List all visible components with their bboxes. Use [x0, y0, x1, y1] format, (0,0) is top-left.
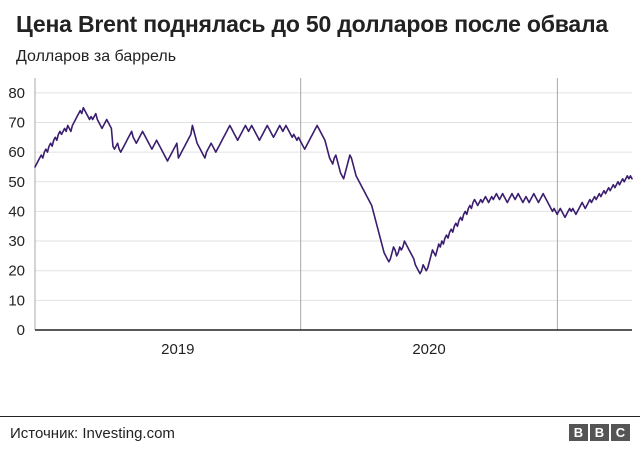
svg-text:60: 60 [8, 144, 25, 161]
bbc-logo: B B C [569, 424, 630, 441]
bbc-logo-letter-b1: B [569, 424, 588, 441]
gridlines-group: 0 10 20 30 40 50 60 70 80 [8, 85, 632, 339]
bbc-logo-letter-c: C [611, 424, 630, 441]
svg-text:2020: 2020 [412, 341, 445, 358]
chart-subtitle: Долларов за баррель [16, 48, 640, 66]
brent-price-line [35, 108, 632, 274]
chart-title: Цена Brent поднялась до 50 долларов посл… [16, 10, 624, 38]
svg-text:2019: 2019 [161, 341, 194, 358]
chart-plot-area: 0 10 20 30 40 50 60 70 80 2019 2020 [0, 70, 640, 360]
source-label: Источник: Investing.com [10, 425, 175, 442]
bbc-logo-letter-b2: B [590, 424, 609, 441]
svg-text:20: 20 [8, 263, 25, 280]
chart-footer: Источник: Investing.com B B C [0, 416, 640, 450]
svg-text:40: 40 [8, 203, 25, 220]
svg-text:10: 10 [8, 292, 25, 309]
svg-text:0: 0 [17, 322, 25, 339]
year-labels-group: 2019 2020 [161, 341, 446, 358]
line-chart-svg: 0 10 20 30 40 50 60 70 80 2019 2020 [0, 70, 640, 360]
svg-text:50: 50 [8, 174, 25, 191]
chart-header: Цена Brent поднялась до 50 долларов посл… [0, 0, 640, 38]
svg-text:70: 70 [8, 115, 25, 132]
svg-text:80: 80 [8, 85, 25, 102]
svg-text:30: 30 [8, 233, 25, 250]
chart-page: Цена Brent поднялась до 50 долларов посл… [0, 0, 640, 450]
